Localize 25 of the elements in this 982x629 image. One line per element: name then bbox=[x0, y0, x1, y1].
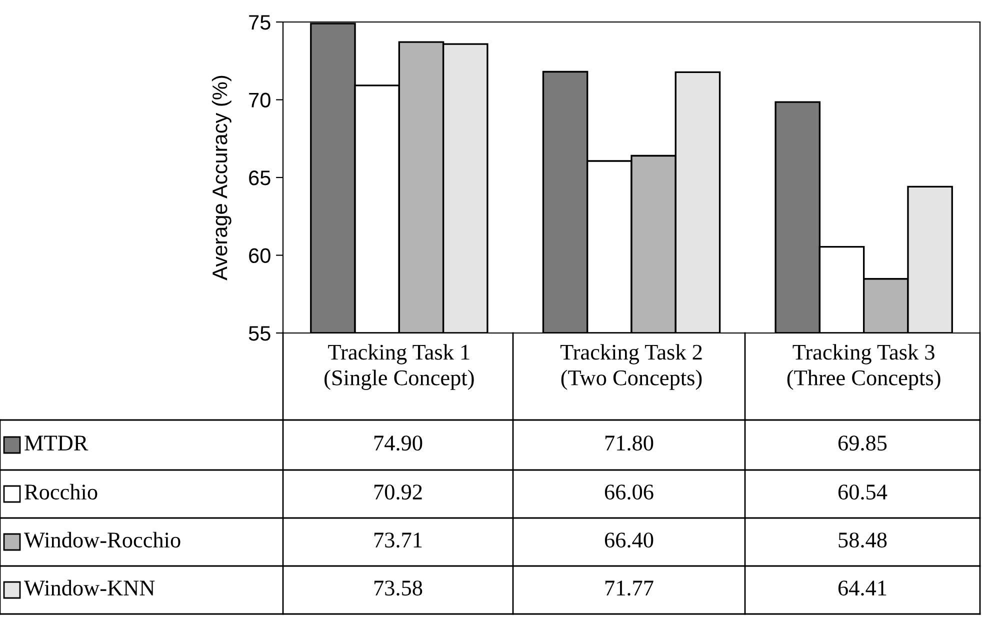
data-label: 74.90 bbox=[374, 436, 422, 451]
data-label: 64.41 bbox=[838, 580, 886, 596]
legend-label: MTDR bbox=[24, 436, 88, 450]
data-label: 66.40 bbox=[604, 532, 654, 548]
x-tick-label: Tracking Task 3 (Three Concepts) bbox=[787, 344, 940, 390]
legend-label: Rocchio bbox=[24, 484, 98, 500]
data-label: 70.92 bbox=[374, 484, 422, 500]
y-tick-label: 70 bbox=[249, 92, 270, 108]
data-label: 60.54 bbox=[838, 484, 888, 500]
legend-label: Window-Rocchio bbox=[24, 532, 180, 548]
x-tick-label: Tracking Task 1 (Single Concept) bbox=[324, 344, 474, 390]
y-tick-label: 65 bbox=[249, 170, 270, 186]
y-tick-label: 60 bbox=[249, 248, 270, 264]
data-label: 71.80 bbox=[605, 436, 654, 451]
y-tick-label: 75 bbox=[249, 15, 270, 30]
data-label: 66.06 bbox=[604, 484, 654, 500]
data-label: 73.71 bbox=[374, 532, 422, 548]
data-label: 69.85 bbox=[838, 436, 887, 451]
x-tick-label: Tracking Task 2 (Two Concepts) bbox=[560, 344, 702, 390]
data-label: 58.48 bbox=[838, 532, 887, 548]
legend-label: Window-KNN bbox=[24, 580, 155, 596]
y-axis-title: Average Accuracy (%) bbox=[212, 76, 232, 280]
data-label: 73.58 bbox=[374, 580, 422, 596]
data-label: 71.77 bbox=[605, 580, 654, 596]
y-tick-label: 55 bbox=[248, 326, 270, 341]
